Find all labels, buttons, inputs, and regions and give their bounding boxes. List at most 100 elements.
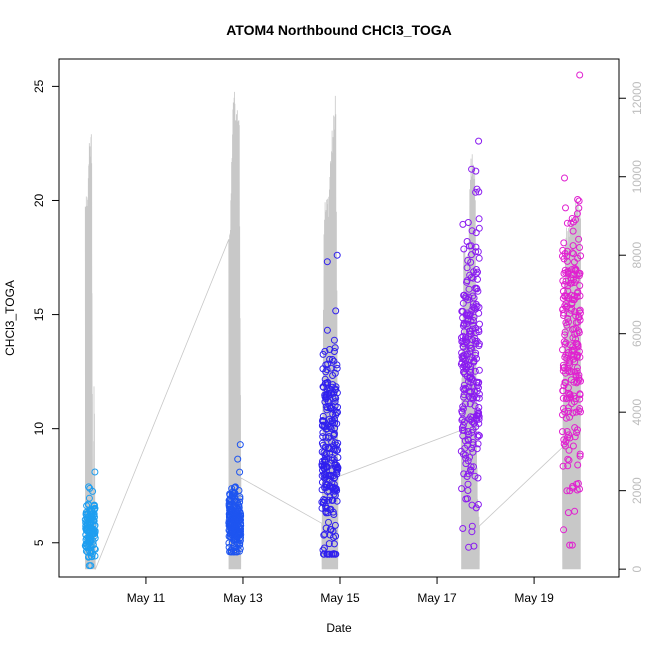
data-point <box>475 215 483 223</box>
data-point <box>576 390 584 398</box>
data-point <box>571 507 579 515</box>
data-point <box>323 406 331 414</box>
data-point <box>562 438 570 445</box>
data-point <box>460 321 468 328</box>
data-point <box>559 367 567 375</box>
data-point <box>575 235 583 243</box>
data-point <box>466 453 473 461</box>
data-point <box>90 510 98 518</box>
data-point <box>326 445 334 453</box>
data-point <box>231 520 239 528</box>
data-point <box>470 304 478 312</box>
data-point <box>575 329 583 337</box>
x-tick-label: May 15 <box>320 591 360 605</box>
data-point <box>559 387 567 395</box>
data-point <box>572 216 579 224</box>
data-point <box>570 296 578 304</box>
data-point <box>569 442 577 450</box>
data-point <box>323 258 331 266</box>
data-point <box>468 418 476 426</box>
data-point <box>562 395 570 403</box>
data-point <box>568 249 576 257</box>
data-point <box>470 463 477 471</box>
data-point <box>327 404 335 412</box>
y-tick-label: 25 <box>32 79 46 93</box>
data-point <box>466 242 473 250</box>
data-point <box>463 264 471 272</box>
data-point <box>566 434 574 442</box>
data-point <box>573 364 581 372</box>
data-point <box>474 275 481 283</box>
data-point <box>318 462 326 470</box>
data-point <box>570 250 577 258</box>
data-point <box>228 493 236 501</box>
x-tick-label: May 11 <box>127 591 166 605</box>
data-point <box>572 395 580 402</box>
data-point <box>230 548 238 556</box>
data-point <box>85 528 93 536</box>
data-point <box>572 276 580 284</box>
data-point <box>326 531 334 539</box>
data-point <box>575 374 583 382</box>
data-point <box>475 366 483 374</box>
data-point <box>463 473 471 480</box>
data-point <box>475 326 483 334</box>
data-point <box>233 548 241 556</box>
data-point <box>323 379 331 387</box>
data-point <box>460 386 468 394</box>
plot-area <box>81 71 585 570</box>
series-flight-3 <box>318 251 342 558</box>
data-point <box>561 340 569 348</box>
data-point <box>325 540 333 548</box>
data-point <box>574 461 582 469</box>
data-point <box>561 378 569 386</box>
data-point <box>319 441 327 449</box>
data-point <box>468 354 476 362</box>
data-point <box>459 355 467 363</box>
data-point <box>459 525 467 532</box>
data-point <box>330 472 338 480</box>
data-point <box>329 372 337 379</box>
data-point <box>319 350 327 358</box>
data-point <box>459 385 467 393</box>
data-point <box>566 541 574 549</box>
data-point <box>320 498 328 506</box>
data-point <box>318 448 326 456</box>
data-point <box>458 334 465 342</box>
data-point <box>576 316 584 324</box>
data-point <box>324 550 332 558</box>
data-point <box>569 242 577 250</box>
x-tick-label: May 17 <box>417 591 457 605</box>
data-point <box>576 405 584 412</box>
data-point <box>236 495 244 503</box>
data-point <box>472 167 480 175</box>
data-point <box>562 277 570 285</box>
data-point <box>87 544 95 551</box>
data-point <box>559 294 567 302</box>
data-point <box>325 496 333 504</box>
data-point <box>82 526 90 534</box>
data-point <box>472 504 480 512</box>
x-tick-label: May 19 <box>514 591 554 605</box>
data-point <box>331 487 339 495</box>
data-point <box>562 204 569 212</box>
data-point <box>575 313 583 321</box>
y-tick-label: 20 <box>32 193 46 207</box>
data-point <box>469 292 477 300</box>
y-tick-label: 15 <box>32 308 46 322</box>
data-point <box>462 311 470 319</box>
data-point <box>326 482 333 490</box>
data-point <box>464 435 472 443</box>
data-point <box>474 440 482 448</box>
data-point <box>459 450 467 458</box>
data-point <box>333 420 341 428</box>
data-point <box>573 353 581 361</box>
data-point <box>468 227 476 235</box>
data-point <box>458 416 466 424</box>
data-point <box>560 309 568 317</box>
data-point <box>570 352 577 360</box>
data-point <box>466 341 474 349</box>
data-point <box>474 407 482 415</box>
data-point <box>334 446 342 454</box>
